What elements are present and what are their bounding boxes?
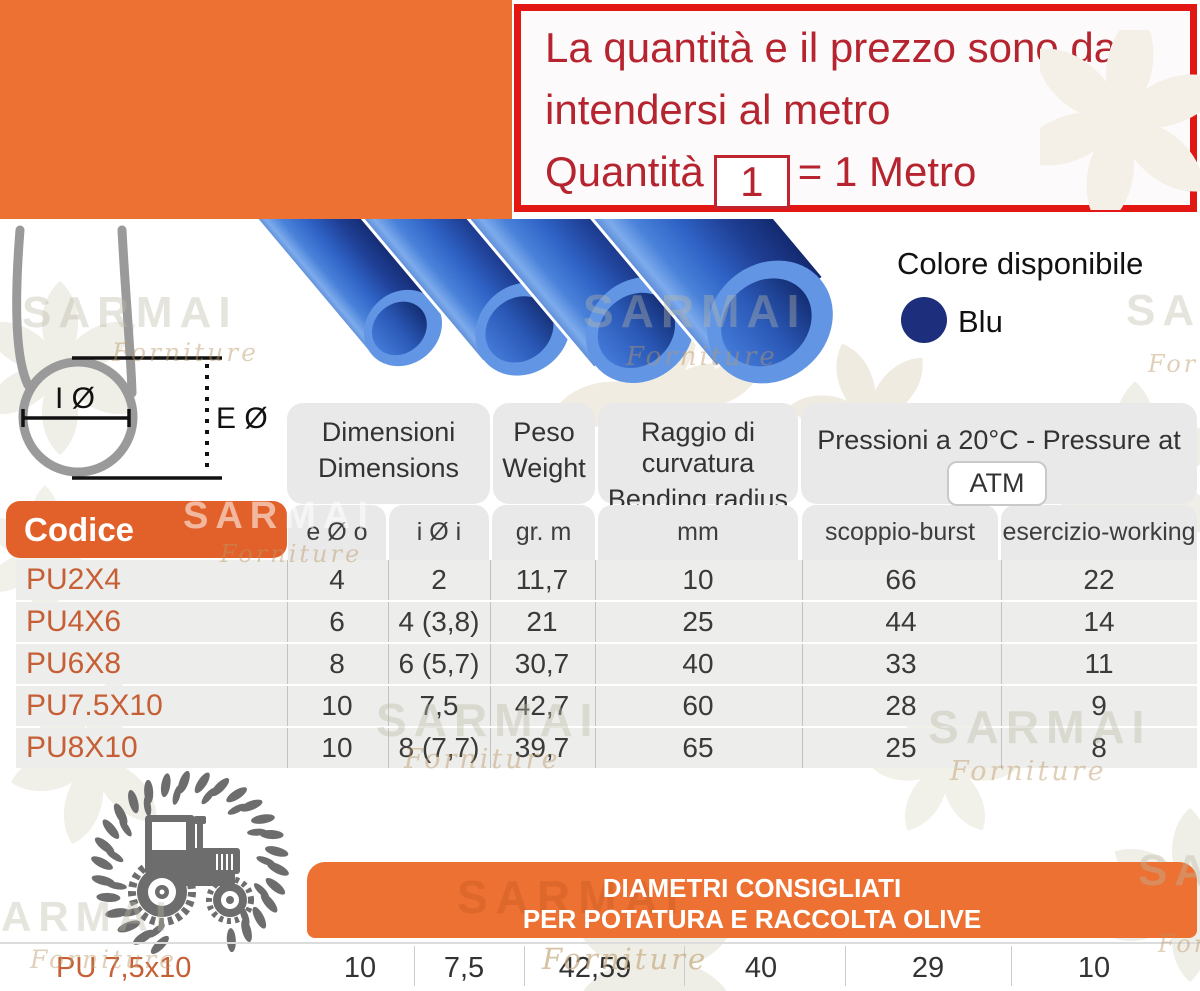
inner-diameter-label: I Ø bbox=[55, 382, 95, 415]
header-dimensioni: Dimensioni Dimensions bbox=[287, 403, 490, 504]
color-name-label: Blu bbox=[958, 304, 1003, 339]
subheader-mm: mm bbox=[598, 505, 798, 560]
rear-wheel bbox=[128, 858, 196, 926]
recommended-diameters-banner: SARMAI DIAMETRI CONSIGLIATI PER POTATURA… bbox=[307, 862, 1197, 938]
notice-line-2: intendersi al metro bbox=[545, 86, 891, 133]
front-wheel bbox=[206, 876, 254, 924]
orange-corner-block bbox=[0, 0, 512, 219]
watermark-text: Forniture bbox=[1148, 350, 1200, 378]
quantity-label: Quantità bbox=[545, 148, 704, 195]
row-code: PU4X6 bbox=[26, 605, 122, 638]
table-row: PU6X8 8 6 (5,7) 30,7 40 33 11 bbox=[16, 644, 1197, 684]
tube-wall-right bbox=[117, 225, 137, 398]
header-peso: Peso Weight bbox=[493, 403, 595, 504]
row-code: PU8X10 bbox=[26, 731, 138, 764]
codice-header: Codice bbox=[6, 501, 287, 558]
notice-line-1: La quantità e il prezzo sono da bbox=[545, 24, 1118, 71]
recommended-row: PU 7,5x10 10 7,5 42,59 40 29 10 bbox=[0, 944, 1200, 991]
quantity-value-box: 1 bbox=[713, 155, 790, 209]
subheader-inner-diameter: i Ø i bbox=[389, 505, 489, 560]
header-raggio: Raggio di curvatura Bending radius bbox=[598, 403, 798, 514]
watermark-text: SARMAI bbox=[1126, 286, 1200, 335]
row-code: PU6X8 bbox=[26, 647, 122, 680]
row-code: PU7.5X10 bbox=[26, 689, 163, 722]
tractor-icon bbox=[128, 815, 254, 926]
outer-diameter-label: E Ø bbox=[216, 402, 268, 435]
subheader-grams: gr. m bbox=[492, 505, 595, 560]
header-atm: ATM bbox=[947, 461, 1047, 506]
table-row: PU7.5X10 10 7,5 42,7 60 28 9 bbox=[16, 686, 1197, 726]
banner-line-2: PER POTATURA E RACCOLTA OLIVE bbox=[522, 904, 982, 934]
quantity-notice-box: La quantità e il prezzo sono da intender… bbox=[514, 4, 1197, 212]
tube-1 bbox=[230, 219, 443, 367]
quantity-suffix: = 1 Metro bbox=[797, 148, 977, 195]
tractor-wheat-logo bbox=[91, 770, 289, 954]
blue-color-swatch bbox=[901, 297, 947, 343]
subheader-burst: scoppio-burst bbox=[802, 505, 998, 560]
table-row: PU8X10 10 8 (7,7) 39,7 65 25 8 bbox=[16, 728, 1197, 768]
tube-wall-left bbox=[12, 225, 33, 390]
color-available-title: Colore disponibile bbox=[897, 246, 1144, 281]
subheader-outer-diameter: e Ø o bbox=[288, 505, 386, 560]
subheader-working: esercizio-working bbox=[1001, 505, 1197, 560]
table-row: PU4X6 6 4 (3,8) 21 25 44 14 bbox=[16, 602, 1197, 642]
notice-line-3: Quantità 1 = 1 Metro bbox=[521, 141, 1190, 209]
table-row: PU2X4 4 2 11,7 10 66 22 bbox=[16, 560, 1197, 600]
row-code: PU2X4 bbox=[26, 563, 122, 596]
banner-line-1: DIAMETRI CONSIGLIATI bbox=[602, 873, 902, 903]
diameter-diagram: I Ø E Ø bbox=[12, 225, 268, 480]
blue-tubes-image bbox=[230, 219, 833, 384]
row-code: PU 7,5x10 bbox=[56, 952, 192, 984]
